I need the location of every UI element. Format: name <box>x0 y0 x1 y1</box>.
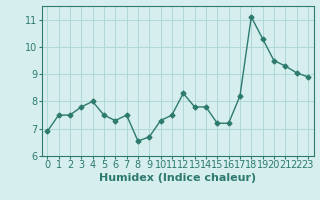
X-axis label: Humidex (Indice chaleur): Humidex (Indice chaleur) <box>99 173 256 183</box>
